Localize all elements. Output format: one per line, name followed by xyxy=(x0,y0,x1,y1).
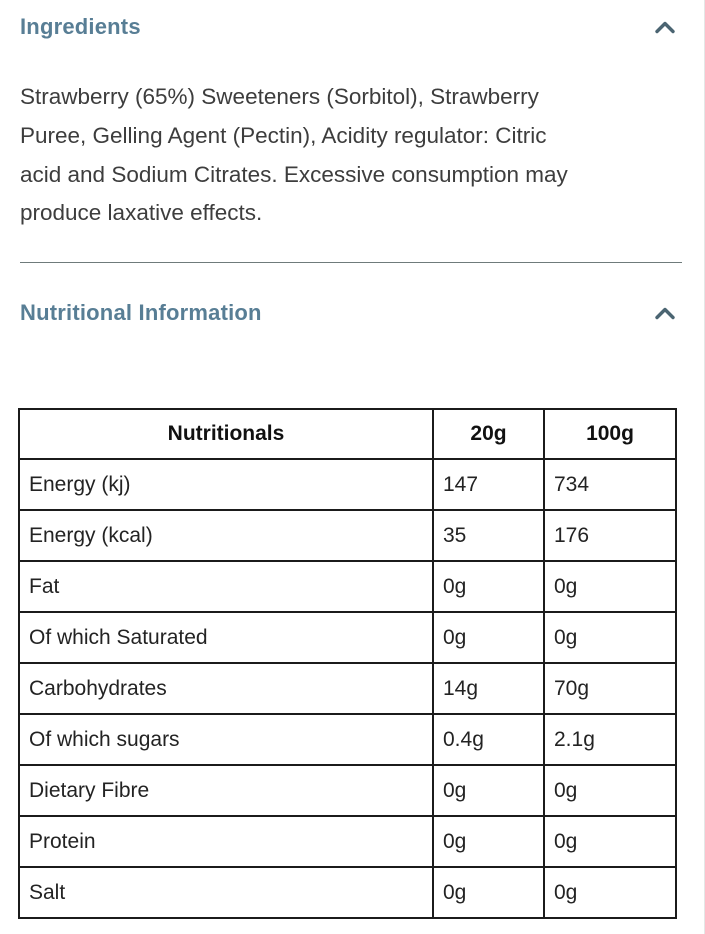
table-row: Energy (kcal) 35 176 xyxy=(18,509,677,562)
nutrient-label: Energy (kcal) xyxy=(18,509,434,562)
nutrient-label: Of which Saturated xyxy=(18,611,434,664)
chevron-up-icon[interactable] xyxy=(654,20,676,34)
table-row: Salt 0g 0g xyxy=(18,866,677,919)
nutrient-label: Salt xyxy=(18,866,434,919)
nutrient-label: Of which sugars xyxy=(18,713,434,766)
value-per-20g: 0g xyxy=(432,560,545,613)
table-row: Carbohydrates 14g 70g xyxy=(18,662,677,715)
nutrition-table: Nutritionals 20g 100g Energy (kj) 147 73… xyxy=(18,408,677,919)
value-per-100g: 734 xyxy=(543,458,677,511)
table-row: Protein 0g 0g xyxy=(18,815,677,868)
table-row: Energy (kj) 147 734 xyxy=(18,458,677,511)
value-per-20g: 0g xyxy=(432,815,545,868)
ingredients-section-title: Ingredients xyxy=(20,14,141,39)
value-per-20g: 0.4g xyxy=(432,713,545,766)
value-per-20g: 0g xyxy=(432,764,545,817)
nutrient-label: Dietary Fibre xyxy=(18,764,434,817)
column-header-nutritionals: Nutritionals xyxy=(18,408,434,460)
value-per-100g: 0g xyxy=(543,611,677,664)
value-per-100g: 0g xyxy=(543,560,677,613)
value-per-20g: 14g xyxy=(432,662,545,715)
value-per-20g: 0g xyxy=(432,866,545,919)
nutrient-label: Energy (kj) xyxy=(18,458,434,511)
value-per-20g: 147 xyxy=(432,458,545,511)
value-per-100g: 70g xyxy=(543,662,677,715)
ingredients-accordion-header[interactable]: Ingredients xyxy=(20,14,682,40)
table-row: Dietary Fibre 0g 0g xyxy=(18,764,677,817)
ingredients-text: Strawberry (65%) Sweeteners (Sorbitol), … xyxy=(20,84,568,226)
value-per-100g: 0g xyxy=(543,764,677,817)
value-per-20g: 35 xyxy=(432,509,545,562)
value-per-100g: 0g xyxy=(543,815,677,868)
value-per-100g: 2.1g xyxy=(543,713,677,766)
table-row: Of which sugars 0.4g 2.1g xyxy=(18,713,677,766)
section-divider xyxy=(20,262,682,263)
nutrient-label: Carbohydrates xyxy=(18,662,434,715)
column-header-20g: 20g xyxy=(432,408,545,460)
table-row: Of which Saturated 0g 0g xyxy=(18,611,677,664)
nutrient-label: Fat xyxy=(18,560,434,613)
nutrition-accordion-header[interactable]: Nutritional Information xyxy=(20,300,682,326)
nutrient-label: Protein xyxy=(18,815,434,868)
chevron-up-icon[interactable] xyxy=(654,306,676,320)
table-row: Fat 0g 0g xyxy=(18,560,677,613)
value-per-20g: 0g xyxy=(432,611,545,664)
nutrition-table-header-row: Nutritionals 20g 100g xyxy=(18,408,677,460)
column-header-100g: 100g xyxy=(543,408,677,460)
nutrition-section-title: Nutritional Information xyxy=(20,300,262,325)
value-per-100g: 176 xyxy=(543,509,677,562)
value-per-100g: 0g xyxy=(543,866,677,919)
